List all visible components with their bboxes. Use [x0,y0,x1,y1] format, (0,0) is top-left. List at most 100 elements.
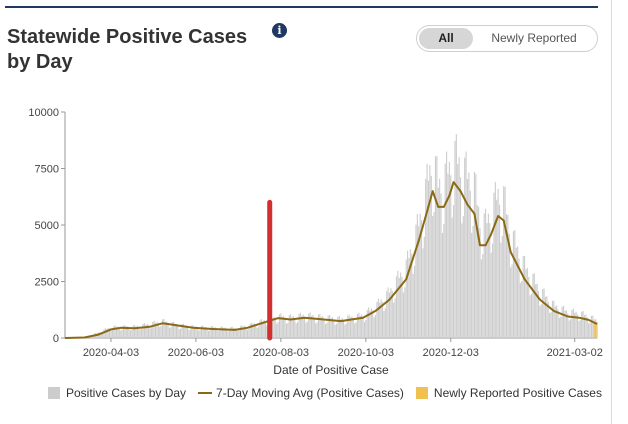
daily-bar [334,324,336,338]
daily-bar [529,295,531,338]
daily-bar [324,324,326,338]
daily-bar [375,315,377,338]
daily-bar [542,289,544,338]
daily-bar [454,141,456,338]
x-tick-label: 2020-04-03 [83,347,139,359]
x-tick-label: 2020-08-03 [253,347,309,359]
daily-bar [569,319,572,338]
daily-bar [457,164,459,338]
daily-bar [475,173,477,338]
x-tick-label: 2020-12-03 [423,347,479,359]
daily-bar [212,326,214,338]
daily-bar [150,327,152,338]
daily-bar [448,161,450,338]
daily-bar [323,318,325,338]
daily-bar [252,324,254,338]
daily-bar [393,302,395,338]
daily-bar [540,304,542,338]
daily-bar [483,213,485,338]
daily-bar [384,307,386,338]
daily-bar [225,328,228,338]
daily-bar [556,305,558,338]
daily-bar [493,192,495,338]
daily-bar [469,190,471,338]
daily-bar [526,267,528,338]
daily-bar [206,328,208,338]
daily-bar [166,321,168,338]
daily-bar [574,312,576,338]
daily-bar [203,327,205,338]
daily-bar [185,325,187,338]
x-axis-title: Date of Positive Case [273,363,389,377]
daily-bar [430,175,432,338]
daily-bar [264,321,267,338]
daily-bar [198,330,200,338]
daily-bar [362,316,364,338]
daily-bar [113,325,115,338]
daily-bar [581,311,583,338]
legend-swatch-newly [415,387,428,399]
daily-bar [582,311,584,338]
view-toggle: All Newly Reported [416,25,598,52]
y-tick-label: 5000 [35,220,59,232]
daily-bar [507,215,509,338]
daily-bar [182,323,184,338]
daily-bar [361,314,363,338]
daily-bar [256,327,258,338]
daily-bar [219,330,221,338]
daily-bar [160,325,162,338]
daily-bar [511,264,513,338]
daily-bar [195,326,197,338]
daily-bar [209,330,211,338]
legend-item-average[interactable]: 7-Day Moving Avg (Positive Cases) [198,386,404,400]
daily-bar [310,316,313,338]
daily-bar [588,323,590,338]
daily-bar [228,330,230,338]
daily-bar [117,326,119,338]
daily-bar [196,327,198,338]
daily-bar [543,288,545,338]
daily-bar [450,175,452,338]
daily-bar [572,308,574,338]
daily-bar [349,317,352,338]
daily-bar [404,287,406,338]
daily-bar [589,322,591,338]
daily-bar [381,301,384,338]
daily-bar [223,328,225,338]
daily-bar [539,305,541,338]
daily-bar [303,316,306,338]
y-tick-label: 2500 [35,277,59,289]
legend-item-newly[interactable]: Newly Reported Positive Cases [415,386,602,400]
daily-bar [259,320,261,338]
daily-bar [441,232,443,338]
daily-bar [568,320,570,338]
daily-bar [234,327,236,338]
daily-bar [283,315,285,338]
legend-item-daily[interactable]: Positive Cases by Day [48,386,186,400]
daily-bar [186,326,189,338]
toggle-all-button[interactable]: All [419,28,473,49]
daily-bar [235,328,237,338]
daily-bar [277,322,279,338]
daily-bar [285,323,287,338]
daily-bar [351,316,353,338]
daily-bar [443,224,445,338]
daily-bar [329,314,331,338]
y-tick-label: 10000 [28,107,59,119]
moving-average-line [64,181,598,339]
daily-bar [532,273,534,338]
toggle-newly-reported-button[interactable]: Newly Reported [491,31,577,45]
daily-bar [530,293,533,338]
info-icon[interactable]: i [272,23,287,38]
daily-bar [302,314,304,338]
daily-bar [387,287,389,338]
daily-bar [510,267,512,338]
daily-bar [180,328,182,338]
daily-bar [366,309,368,338]
daily-bar [344,324,346,338]
daily-bar [242,326,244,338]
daily-bar [464,157,466,338]
daily-bar [191,325,193,338]
daily-bar [521,281,523,338]
daily-bar [409,249,411,338]
